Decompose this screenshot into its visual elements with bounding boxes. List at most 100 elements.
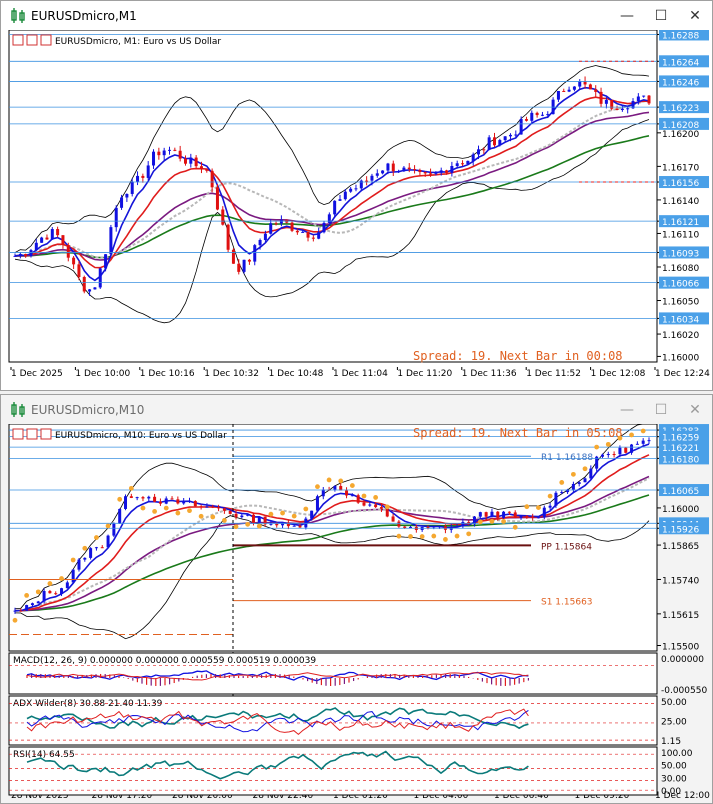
candle-body <box>71 569 75 583</box>
maximize-icon[interactable]: ☐ <box>654 401 668 418</box>
candle-body <box>578 81 582 87</box>
price-tick-label: 1.16080 <box>662 264 699 274</box>
candle-body <box>429 173 433 175</box>
price-tick-label: 1.16000 <box>662 505 699 515</box>
candle-body <box>50 229 54 240</box>
candle-body <box>240 515 244 518</box>
rsi-line <box>26 750 529 780</box>
psar-dot <box>280 510 285 516</box>
psar-dot <box>24 593 30 598</box>
spread-countdown-text: Spread: 19. Next Bar in 00:08 <box>413 349 623 363</box>
psar-dot <box>152 508 157 514</box>
psar-dot <box>268 511 274 517</box>
ma-grey-line <box>14 99 650 259</box>
candle-body <box>455 163 459 166</box>
candle-body <box>173 149 177 151</box>
candle-body <box>221 209 225 225</box>
psar-dot <box>617 435 623 441</box>
candle-body <box>507 511 511 513</box>
candle-body <box>535 112 539 116</box>
candle-body <box>315 496 319 511</box>
chart-settings-icon <box>26 34 38 46</box>
window-titlebar-m1[interactable]: EURUSDmicro,M1 — ☐ ✕ <box>1 1 712 30</box>
psar-dot <box>512 524 518 530</box>
price-tick-label: 1.16000 <box>662 353 699 363</box>
chart-window-m10[interactable]: EURUSDmicro,M10 — ☐ ✕ 1.162831.162591.16… <box>0 394 713 804</box>
psar-dot <box>338 478 344 484</box>
price-tick-label: 1.15500 <box>662 642 699 652</box>
price-tick-label: 1.16259 <box>662 434 699 444</box>
close-icon[interactable]: ✕ <box>689 401 701 418</box>
candle-body <box>269 523 273 525</box>
psar-dot <box>198 513 204 519</box>
ma-green-line <box>15 494 650 612</box>
price-tick-label: 1.16180 <box>662 455 699 465</box>
candle-body <box>571 483 575 490</box>
price-tick-label: 1.15740 <box>662 576 699 586</box>
price-tick-label: 1.16110 <box>662 230 699 240</box>
candle-body <box>338 199 342 201</box>
candle-body <box>56 229 60 236</box>
time-tick-label: 1 Dec 11:52 <box>526 369 581 379</box>
pivot-s1-label: S1 1.15663 <box>541 598 593 608</box>
candle-body <box>93 287 97 290</box>
psar-dot <box>140 505 146 511</box>
price-chart-m1[interactable]: 1.16288 1.16264 1.16246 1.16223 1.162081.162… <box>1 30 713 391</box>
chart-window-m1[interactable]: EURUSDmicro,M1 — ☐ ✕ 1.16288 1.16264 1.162… <box>0 0 713 391</box>
bollinger-lower-band <box>14 119 650 324</box>
candle-body <box>631 101 635 109</box>
maximize-icon[interactable]: ☐ <box>654 7 668 24</box>
close-icon[interactable]: ✕ <box>689 7 701 24</box>
chart-settings-icon <box>26 428 38 440</box>
psar-dot <box>326 477 332 483</box>
psar-dot <box>594 444 600 450</box>
candle-body <box>251 514 255 523</box>
candle-body <box>386 163 390 171</box>
candle-body <box>317 232 321 239</box>
macd-tick-label: 0.000000 <box>661 655 704 665</box>
candle-body <box>391 516 395 522</box>
candle-body <box>104 254 108 269</box>
psar-dot <box>408 534 413 539</box>
candle-body <box>25 605 29 611</box>
candle-body <box>199 166 203 170</box>
price-chart-m10[interactable]: 1.162831.162591.162211.161801.160651.160… <box>1 424 713 804</box>
candle-body <box>333 200 337 215</box>
psar-dot <box>431 533 437 539</box>
window-titlebar-m10[interactable]: EURUSDmicro,M10 — ☐ ✕ <box>1 395 712 424</box>
candle-body <box>275 523 279 526</box>
price-label-box <box>659 522 709 535</box>
price-tick-label: 1.16223 <box>662 104 699 114</box>
macd-tick-label: -0.000550 <box>661 686 707 696</box>
candle-body <box>19 610 23 612</box>
candle-body <box>403 526 407 529</box>
candle-body <box>589 468 593 479</box>
price-label-box <box>659 430 709 443</box>
window-title: EURUSDmicro,M1 <box>31 8 137 23</box>
candle-body <box>595 456 599 469</box>
time-tick-label: 1 Dec 09:20 <box>575 791 630 801</box>
candle-body <box>183 158 187 164</box>
candle-body <box>423 172 427 174</box>
one-click-icon <box>40 34 52 46</box>
spread-countdown-text: Spread: 19. Next Bar in 05:08 <box>413 426 623 440</box>
psar-dot <box>35 589 41 595</box>
candle-body <box>606 454 610 456</box>
price-tick-label: 1.16066 <box>662 280 699 290</box>
minimize-icon[interactable]: — <box>620 401 634 418</box>
candle-body <box>42 591 46 602</box>
candle-body <box>136 175 140 182</box>
time-tick-label: 28 Nov 2025 <box>11 791 69 801</box>
candle-body <box>418 170 422 173</box>
candle-body <box>295 230 299 233</box>
candle-body <box>413 169 417 171</box>
minimize-icon[interactable]: — <box>620 7 634 24</box>
candle-body <box>146 165 150 178</box>
time-tick-label: 1 Dec 12:00 <box>655 791 710 801</box>
candle-body <box>508 134 512 137</box>
time-tick-label: 1 Dec 01:20 <box>333 791 388 801</box>
psar-dot <box>70 557 76 563</box>
price-tick-label: 1.16020 <box>662 331 699 341</box>
candle-body <box>345 490 349 496</box>
pivot-pp-label: PP 1.15864 <box>541 542 592 552</box>
